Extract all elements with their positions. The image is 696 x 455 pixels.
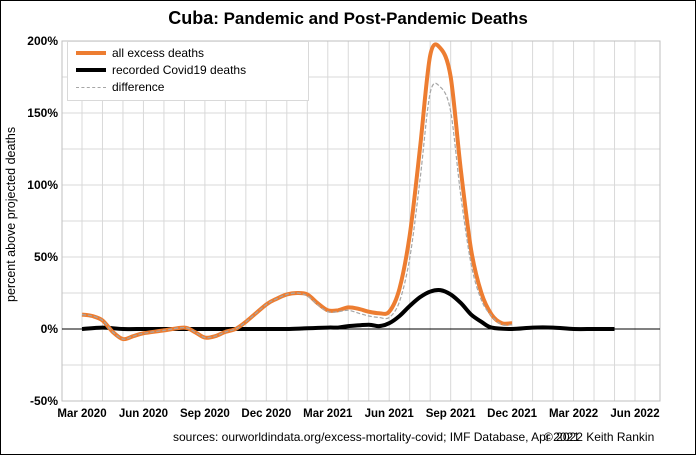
- x-tick-label: Mar 2022: [549, 408, 598, 420]
- y-tick-label: 200%: [27, 34, 58, 48]
- legend-label-difference: difference: [112, 80, 165, 94]
- y-axis-label: percent above projected deaths: [4, 126, 18, 302]
- y-tick-label: 150%: [27, 106, 58, 120]
- legend-swatch-difference: [76, 87, 106, 88]
- x-tick-label: Sep 2021: [426, 408, 476, 420]
- series-line-covid-deaths: [81, 287, 615, 332]
- y-tick-label: -50%: [30, 394, 58, 408]
- legend-label-excess: all excess deaths: [112, 46, 205, 60]
- series-line-difference: [81, 82, 513, 340]
- x-tick-label: Jun 2020: [119, 408, 168, 420]
- source-note: sources: ourworldindata.org/excess-morta…: [173, 430, 580, 444]
- x-tick-label: Jun 2021: [365, 408, 415, 420]
- plot-border: [61, 40, 661, 402]
- y-tick-label: 0%: [41, 322, 59, 336]
- x-tick-label: Dec 2020: [241, 408, 291, 420]
- legend-swatch-excess: [76, 51, 106, 55]
- title-rest: : Pandemic and Post-Pandemic Deaths: [213, 9, 528, 28]
- x-tick-label: Jun 2022: [610, 408, 659, 420]
- title-country: Cuba: [168, 8, 214, 28]
- y-tick-label: 100%: [27, 178, 58, 192]
- legend-swatch-covid: [76, 68, 106, 72]
- x-tick-label: Sep 2020: [180, 408, 230, 420]
- copyright-note: © 2022 Keith Rankin: [544, 430, 655, 444]
- chart-title: Cuba: Pandemic and Post-Pandemic Deaths: [0, 8, 696, 29]
- x-tick-label: Dec 2021: [487, 408, 537, 420]
- x-tick-label: Mar 2020: [57, 408, 106, 420]
- legend: all excess deaths recorded Covid19 death…: [67, 41, 309, 101]
- y-tick-label: 50%: [34, 250, 58, 264]
- legend-label-covid: recorded Covid19 deaths: [112, 63, 247, 77]
- series-line-excess-deaths: [81, 42, 513, 342]
- x-tick-label: Mar 2021: [303, 408, 353, 420]
